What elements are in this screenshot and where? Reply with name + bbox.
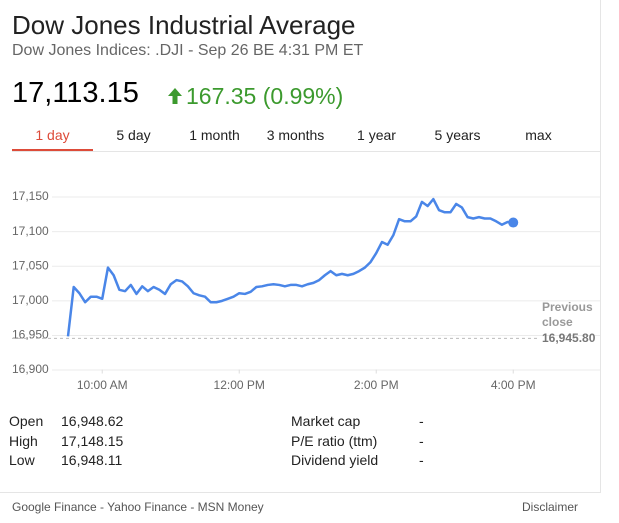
stats-left: Open 16,948.62 High 17,148.15 Low 16,948.11: [9, 412, 131, 471]
footer-links[interactable]: Google Finance - Yahoo Finance - MSN Mon…: [12, 500, 264, 514]
y-tick-label: 17,000: [12, 293, 49, 307]
border: [600, 0, 601, 492]
subtitle: Dow Jones Indices: .DJI - Sep 26 BE 4:31…: [12, 42, 364, 59]
x-tick-label: 10:00 AM: [77, 378, 128, 392]
stat-value: 17,148.15: [61, 432, 124, 449]
stat-label: High: [9, 432, 38, 449]
stat-row: P/E ratio (ttm) -: [291, 432, 432, 452]
range-tabs: 1 day 5 day 1 month 3 months 1 year 5 years ma…: [12, 122, 600, 152]
stat-row: Low 16,948.11: [9, 451, 131, 471]
stat-row: Open 16,948.62: [9, 412, 131, 432]
range-tab[interactable]: 1 month: [189, 127, 240, 143]
x-tick-label: 2:00 PM: [354, 378, 399, 392]
previous-close-value: 16,945.80: [542, 331, 596, 345]
stat-value: -: [419, 452, 424, 468]
range-tab[interactable]: 5 day: [116, 127, 151, 143]
stat-value: 16,948.11: [61, 452, 123, 468]
stat-label: P/E ratio (ttm): [291, 432, 378, 449]
stat-row: Market cap -: [291, 412, 432, 432]
y-tick-label: 16,950: [12, 328, 49, 342]
previous-close-title: Previous close: [542, 300, 593, 329]
price-line: [66, 197, 514, 337]
range-tab[interactable]: 1 year: [357, 127, 396, 143]
y-tick-label: 17,100: [12, 224, 49, 238]
disclaimer-link[interactable]: Disclaimer: [522, 500, 579, 514]
stat-value: -: [419, 413, 424, 429]
x-tick-label: 12:00 PM: [214, 378, 265, 392]
stat-label: Market cap: [291, 413, 361, 429]
title: Dow Jones Industrial Average: [12, 10, 356, 40]
stat-row: High 17,148.15: [9, 432, 131, 452]
y-tick-label: 16,900: [12, 362, 49, 376]
stats-right: Market cap - P/E ratio (ttm) - Dividend yiel…: [291, 412, 432, 471]
price: 17,113.15: [12, 77, 139, 109]
last-price-dot: [508, 217, 519, 228]
range-tab[interactable]: 5 years: [434, 127, 481, 143]
stat-label: Dividend yield: [291, 452, 379, 468]
range-tab[interactable]: max: [525, 127, 552, 143]
stat-label: Low: [9, 452, 35, 468]
stat-row: Dividend yield -: [291, 451, 432, 471]
y-tick-label: 17,050: [12, 258, 49, 272]
price-change: 167.35 (0.99%): [186, 83, 344, 109]
stat-label: Open: [9, 413, 44, 429]
range-tab[interactable]: 1 day: [12, 122, 93, 151]
border: [0, 492, 601, 493]
stat-value: -: [419, 432, 424, 449]
y-tick-label: 17,150: [12, 189, 49, 203]
x-tick-label: 4:00 PM: [491, 378, 536, 392]
up-arrow: [168, 88, 182, 104]
range-tab[interactable]: 3 months: [266, 127, 325, 143]
stat-value: 16,948.62: [61, 413, 124, 429]
